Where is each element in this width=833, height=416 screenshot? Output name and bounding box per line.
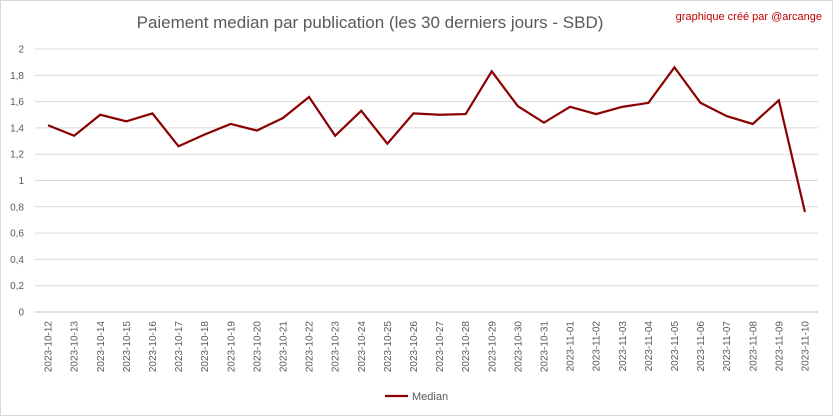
x-tick-label: 2023-11-01 [566,321,577,372]
legend-label-median: Median [412,391,448,403]
y-tick-label: 0,4 [10,255,24,266]
x-tick-label: 2023-10-17 [174,321,185,373]
x-tick-label: 2023-10-19 [226,321,237,373]
y-tick-label: 1,4 [10,123,24,134]
x-tick-label: 2023-10-29 [487,321,498,373]
y-tick-label: 0,8 [10,202,24,213]
x-tick-label: 2023-10-21 [278,321,289,373]
x-tick-label: 2023-10-23 [331,321,342,373]
x-tick-label: 2023-11-06 [696,321,707,372]
y-tick-label: 0,2 [10,281,24,292]
series-line-median [47,65,807,213]
x-tick-label: 2023-10-20 [252,321,263,373]
x-tick-label: 2023-10-15 [122,321,133,373]
y-tick-label: 2 [18,45,24,56]
chart-title: Paiement median par publication (les 30 … [137,13,604,32]
y-tick-label: 1,6 [10,97,24,108]
x-tick-label: 2023-10-27 [435,321,446,373]
y-tick-label: 1,2 [10,150,24,161]
x-tick-label: 2023-10-14 [96,321,107,373]
x-tick-label: 2023-10-12 [44,321,55,373]
x-tick-label: 2023-11-10 [800,321,811,372]
x-tick-label: 2023-10-16 [148,321,159,373]
x-tick-label: 2023-11-09 [774,321,785,372]
x-tick-label: 2023-11-07 [722,321,733,372]
x-tick-label: 2023-10-13 [70,321,81,373]
x-tick-label: 2023-11-05 [670,321,681,372]
legend: Median [385,391,448,403]
y-tick-label: 1,8 [10,71,24,82]
credit-annotation: graphique créé par @arcange [676,11,822,23]
x-tick-label: 2023-11-04 [644,321,655,372]
x-tick-label: 2023-10-26 [409,321,420,373]
x-tick-label: 2023-11-02 [592,321,603,372]
x-tick-label: 2023-10-25 [383,321,394,373]
x-tick-label: 2023-10-22 [305,321,316,373]
y-tick-label: 0,6 [10,229,24,240]
y-tick-label: 0 [18,308,24,319]
x-tick-label: 2023-11-08 [748,321,759,372]
x-tick-label: 2023-10-30 [513,321,524,373]
x-tick-label: 2023-11-03 [618,321,629,372]
x-tick-label: 2023-10-28 [461,321,472,373]
y-tick-label: 1 [18,176,24,187]
x-tick-label: 2023-10-18 [200,321,211,373]
x-tick-label: 2023-10-24 [357,321,368,373]
x-tick-label: 2023-10-31 [539,321,550,373]
